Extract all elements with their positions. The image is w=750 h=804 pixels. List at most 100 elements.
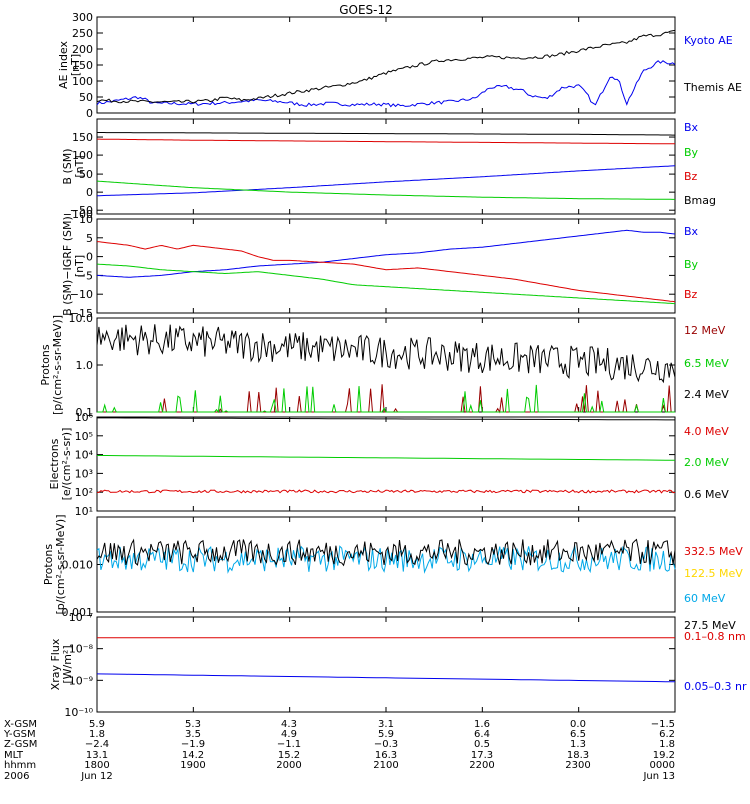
y-tick-label: 0: [86, 251, 93, 264]
panel-frame: [96, 416, 676, 512]
x-axis-value: 1.3: [570, 739, 586, 750]
y-tick-label: 150: [72, 131, 93, 144]
y-axis-label: Protons: [42, 544, 55, 585]
legend-entry: Bmag: [684, 194, 716, 207]
panel-frame: [96, 616, 676, 713]
y-axis-label: [nT]: [73, 255, 86, 277]
x-axis-value: 5.3: [185, 719, 201, 730]
y-tick-label: 300: [72, 11, 93, 24]
legend-entry: 27.5 MeV: [684, 619, 736, 632]
y-tick-label: −100: [63, 208, 93, 221]
y-tick-label: 5: [86, 232, 93, 245]
series-line: [97, 165, 676, 197]
legend-entry: By: [684, 146, 699, 159]
x-axis-row-label: Y-GSM: [3, 729, 36, 740]
series-line: [96, 263, 676, 305]
x-axis-value: Jun 13: [642, 771, 675, 782]
y-tick-label: 50: [79, 168, 93, 181]
legend-entry: Kyoto AE: [684, 34, 733, 47]
series-line: [96, 324, 676, 384]
series-line: [96, 60, 676, 108]
x-axis-value: 18.3: [567, 750, 589, 761]
x-axis-value: −1.1: [277, 739, 301, 750]
x-axis-value: 6.5: [570, 729, 586, 740]
series-line: [96, 241, 676, 303]
legend-entry: 2.4 MeV: [684, 388, 729, 401]
y-tick-label: 10⁻¹⁰: [64, 706, 93, 719]
panel-2: −100−50 0 50 100 150 B (SM) [nT] Bx By Bz Bmag: [61, 118, 716, 221]
y-tick-label: 0.001: [62, 606, 94, 619]
x-axis-value: −1.9: [181, 739, 205, 750]
panel-3: −15 −10 −5 0 5 10 B (SM)−IGRF (SM) [nT] Bx By Bz: [61, 213, 699, 320]
legend-entry: Bz: [684, 288, 698, 301]
y-axis-label: [nT]: [73, 155, 86, 177]
y-tick-label: 150: [72, 59, 93, 72]
x-axis-value: 1.8: [89, 729, 105, 740]
legend-entry: 0.6 MeV: [684, 488, 729, 501]
legend-entry: 4.0 MeV: [684, 425, 729, 438]
y-tick-label: 10⁶: [75, 411, 94, 424]
x-axis-value: 19.2: [653, 750, 675, 761]
y-tick-label: 1.0: [76, 359, 94, 372]
y-tick-label: 200: [72, 43, 93, 56]
x-axis-value: −0.3: [374, 739, 398, 750]
y-tick-label: 0.1: [76, 406, 94, 419]
x-axis-value: 6.4: [474, 729, 490, 740]
y-tick-label: 10: [79, 213, 93, 226]
series-line: [96, 538, 676, 567]
legend-entry: 332.5 MeV: [684, 545, 743, 558]
panel-4: 0.1 1.0 10.0 Protons [p/(cm²-s-sr-MeV)] 12 Me…: [39, 312, 729, 419]
x-axis-value: −1.5: [651, 719, 675, 730]
x-axis-value: 0.5: [474, 739, 490, 750]
y-axis-label: Electrons: [48, 438, 61, 489]
legend-entry: 6.5 MeV: [684, 357, 729, 370]
x-axis-value: 4.3: [281, 719, 297, 730]
legend-entry: By: [684, 258, 699, 271]
x-axis-row-label: 2006: [4, 771, 29, 782]
y-tick-label: −15: [70, 307, 93, 320]
x-axis-value: 5.9: [378, 729, 394, 740]
x-axis-value: 1800: [84, 760, 109, 771]
x-axis-value: 1900: [180, 760, 205, 771]
y-axis-label: Protons: [39, 344, 52, 385]
x-axis-value: 0.0: [570, 719, 586, 730]
series-line: [96, 180, 675, 200]
x-axis-row-label: Z-GSM: [4, 739, 37, 750]
y-axis-label: [W/m²]: [61, 645, 74, 683]
y-tick-label: 0: [86, 186, 93, 199]
x-axis-row-label: hhmm: [4, 760, 36, 771]
series-line: [97, 138, 675, 145]
y-axis-label: [p/(cm²-s-sr-MeV)]: [54, 515, 67, 615]
y-tick-label: −10: [70, 288, 93, 301]
x-axis-value: 1.6: [474, 719, 490, 730]
y-tick-label: 250: [72, 27, 93, 40]
x-axis-value: 14.2: [182, 750, 204, 761]
panel-7: 10⁻¹⁰ 10⁻⁹ 10⁻⁸ 10⁻⁷ Xray Flux [W/m²] 0.1–0.8 …: [49, 611, 747, 719]
x-axis-value: 13.1: [86, 750, 108, 761]
legend-entry: 122.5 MeV: [684, 567, 743, 580]
y-tick-label: 50: [79, 91, 93, 104]
series-line: [96, 673, 676, 683]
x-axis-value: 6.2: [659, 729, 675, 740]
figure-title: GOES-12: [339, 3, 393, 17]
legend-entry: Themis AE: [683, 81, 742, 94]
legend-entry: Bx: [684, 121, 699, 134]
x-axis-value: 2100: [373, 760, 398, 771]
y-axis-label: AE index: [57, 40, 70, 89]
x-axis-value: −2.4: [85, 739, 109, 750]
x-axis-row-label: MLT: [4, 750, 24, 761]
panel-1: 0 50 100 150 200 250 300 AE index [nT] Kyoto AE Th…: [57, 11, 742, 120]
series-line: [96, 544, 676, 574]
x-axis-value: 3.5: [185, 729, 201, 740]
y-tick-label: 10.0: [69, 312, 94, 325]
legend-entry: 0.1–0.8 nm: [684, 630, 746, 643]
y-tick-label: 100: [72, 149, 93, 162]
y-tick-label: 10⁵: [75, 430, 93, 443]
legend-entry: 60 MeV: [684, 592, 726, 605]
y-axis-label: Xray Flux: [49, 638, 62, 690]
x-axis-value: 16.3: [375, 750, 397, 761]
y-tick-label: 0.010: [62, 559, 94, 572]
y-tick-label: −5: [77, 269, 93, 282]
x-axis-row-label: X-GSM: [4, 719, 37, 730]
